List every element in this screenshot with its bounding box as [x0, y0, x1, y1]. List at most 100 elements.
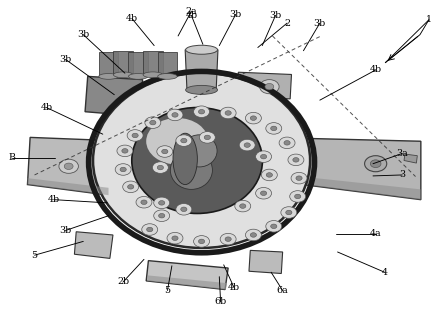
Circle shape — [159, 201, 165, 205]
Circle shape — [220, 107, 236, 119]
Text: 3b: 3b — [77, 30, 89, 39]
Polygon shape — [147, 275, 227, 290]
Text: 4b: 4b — [126, 14, 138, 23]
Circle shape — [225, 111, 231, 115]
Circle shape — [245, 112, 261, 124]
Circle shape — [225, 237, 231, 241]
Circle shape — [240, 204, 246, 208]
Circle shape — [279, 137, 295, 149]
Text: 4b: 4b — [185, 11, 198, 20]
Ellipse shape — [186, 85, 218, 94]
Circle shape — [266, 221, 282, 232]
Circle shape — [167, 232, 183, 244]
Circle shape — [291, 172, 307, 184]
Circle shape — [365, 156, 387, 172]
Ellipse shape — [99, 74, 118, 79]
Circle shape — [172, 113, 178, 117]
Circle shape — [266, 173, 272, 177]
Circle shape — [370, 160, 381, 168]
Circle shape — [147, 227, 153, 232]
Circle shape — [181, 138, 187, 143]
Ellipse shape — [132, 108, 262, 213]
Circle shape — [127, 130, 143, 141]
Circle shape — [172, 236, 178, 240]
Circle shape — [162, 149, 168, 154]
Ellipse shape — [146, 118, 208, 164]
Circle shape — [260, 191, 267, 195]
Circle shape — [141, 200, 147, 204]
Polygon shape — [265, 137, 421, 200]
Circle shape — [265, 83, 274, 90]
Polygon shape — [185, 50, 218, 90]
Circle shape — [181, 207, 187, 212]
Ellipse shape — [143, 72, 163, 78]
Circle shape — [266, 123, 282, 134]
Circle shape — [288, 154, 304, 166]
Text: 5: 5 — [31, 251, 38, 260]
Circle shape — [123, 181, 139, 193]
Circle shape — [122, 149, 128, 153]
Circle shape — [120, 167, 126, 172]
Text: 4: 4 — [381, 268, 388, 277]
Circle shape — [239, 139, 255, 151]
Circle shape — [199, 132, 215, 143]
Circle shape — [64, 163, 73, 169]
Ellipse shape — [182, 135, 217, 167]
Text: 6b: 6b — [214, 297, 227, 306]
Polygon shape — [237, 72, 291, 99]
Circle shape — [159, 213, 165, 218]
Circle shape — [154, 210, 170, 221]
Bar — [143, 51, 163, 75]
Text: 3b: 3b — [314, 19, 326, 28]
Polygon shape — [27, 137, 112, 195]
Circle shape — [142, 224, 158, 235]
Polygon shape — [85, 76, 143, 116]
Circle shape — [235, 200, 251, 212]
Circle shape — [176, 135, 192, 146]
Circle shape — [59, 159, 78, 173]
Text: 4b: 4b — [48, 195, 60, 204]
Circle shape — [244, 143, 250, 147]
Circle shape — [220, 233, 236, 245]
Circle shape — [194, 106, 210, 117]
Text: 3b: 3b — [269, 11, 282, 20]
Ellipse shape — [173, 133, 197, 185]
Circle shape — [256, 187, 272, 199]
Polygon shape — [146, 261, 228, 290]
Circle shape — [271, 126, 277, 131]
Circle shape — [136, 196, 152, 208]
Circle shape — [290, 191, 306, 202]
Bar — [128, 52, 148, 76]
Circle shape — [256, 151, 272, 162]
Ellipse shape — [158, 74, 177, 79]
Circle shape — [260, 80, 279, 94]
Circle shape — [145, 117, 161, 128]
Text: 3b: 3b — [229, 10, 242, 19]
Circle shape — [296, 176, 302, 180]
Ellipse shape — [170, 151, 212, 189]
Circle shape — [250, 116, 256, 120]
Circle shape — [117, 145, 133, 157]
Circle shape — [152, 162, 168, 173]
Bar — [113, 51, 133, 75]
Ellipse shape — [186, 45, 218, 54]
Circle shape — [154, 197, 170, 209]
Text: 4a: 4a — [370, 229, 381, 238]
Text: 4b: 4b — [40, 103, 53, 112]
Circle shape — [284, 141, 290, 145]
Circle shape — [281, 207, 297, 218]
Circle shape — [157, 165, 163, 170]
Circle shape — [198, 109, 205, 114]
Text: 6a: 6a — [277, 286, 288, 295]
Text: 2: 2 — [284, 19, 290, 28]
Text: 3a: 3a — [396, 149, 408, 158]
Bar — [99, 52, 118, 76]
Circle shape — [198, 239, 205, 244]
Circle shape — [271, 224, 277, 229]
Circle shape — [261, 169, 277, 181]
Text: 3b: 3b — [59, 55, 72, 64]
Text: 1: 1 — [426, 15, 432, 24]
Circle shape — [150, 120, 156, 125]
Circle shape — [132, 133, 138, 138]
Circle shape — [245, 229, 261, 241]
